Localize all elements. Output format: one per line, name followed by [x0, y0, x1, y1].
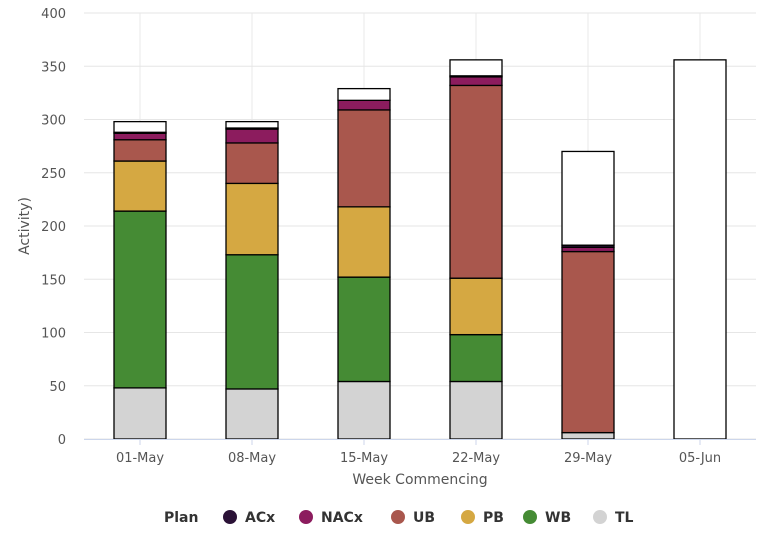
y-tick-label: 150	[41, 273, 66, 288]
y-tick-label: 250	[41, 167, 66, 182]
bar-segment-tl[interactable]	[449, 380, 503, 440]
y-tick-label: 0	[58, 433, 66, 448]
bar-segment-ub[interactable]	[449, 84, 503, 279]
legend-title: Plan	[164, 510, 198, 526]
bar-segment-nacx[interactable]	[225, 128, 279, 144]
bar-segment-pb[interactable]	[337, 206, 391, 278]
legend-item-acx[interactable]: ACx	[223, 510, 275, 526]
bar-segment-tl[interactable]	[225, 388, 279, 440]
legend-item-wb[interactable]: WB	[523, 510, 571, 526]
y-tick-label: 50	[49, 380, 66, 395]
legend-label: NACx	[321, 510, 363, 526]
bars	[113, 59, 727, 440]
y-tick-label: 400	[41, 7, 66, 22]
bar-total-remainder[interactable]	[561, 150, 615, 246]
bar-segment-nacx[interactable]	[337, 99, 391, 111]
x-tick-label: 22-May	[452, 451, 500, 466]
bar-segment-nacx[interactable]	[449, 76, 503, 87]
bar-segment-ub[interactable]	[113, 139, 167, 162]
bar-segment-wb[interactable]	[337, 276, 391, 383]
y-tick-label: 350	[41, 60, 66, 75]
legend-label: TL	[615, 510, 634, 526]
y-tick-label: 300	[41, 114, 66, 129]
legend-marker-wb	[523, 510, 537, 524]
bar-segment-ub[interactable]	[225, 142, 279, 185]
bar-segment-wb[interactable]	[225, 254, 279, 390]
y-tick-label: 100	[41, 327, 66, 342]
x-axis-title: Week Commencing	[352, 472, 487, 488]
legend-label: WB	[545, 510, 571, 526]
legend-label: ACx	[245, 510, 275, 526]
legend: Plan ACx NACx UB PB WB TL	[164, 510, 634, 526]
legend-marker-ub	[391, 510, 405, 524]
grid-lines	[84, 12, 756, 440]
x-tick-label: 29-May	[564, 451, 612, 466]
axes: 0 50 100 150 200 250 300 350 400 01-May 08-May 15-M…	[41, 7, 756, 466]
bar-segment-nacx[interactable]	[113, 132, 167, 141]
bar-segment-wb[interactable]	[113, 210, 167, 389]
bar-segment-pb[interactable]	[225, 182, 279, 256]
legend-marker-acx	[223, 510, 237, 524]
x-tick-label: 01-May	[116, 451, 164, 466]
bar-total-remainder[interactable]	[337, 87, 391, 101]
bar-segment-ub[interactable]	[561, 250, 615, 434]
legend-marker-tl	[593, 510, 607, 524]
legend-label: UB	[413, 510, 435, 526]
x-tick-label: 05-Jun	[679, 451, 721, 466]
bar-segment-tl[interactable]	[561, 431, 615, 440]
bar-segment-wb[interactable]	[449, 333, 503, 383]
bar-total-remainder[interactable]	[113, 120, 167, 133]
bar-segment-pb[interactable]	[113, 160, 167, 212]
bar-segment-tl[interactable]	[337, 380, 391, 440]
legend-item-pb[interactable]: PB	[461, 510, 504, 526]
x-tick-label: 08-May	[228, 451, 276, 466]
x-tick-label: 15-May	[340, 451, 388, 466]
legend-item-ub[interactable]: UB	[391, 510, 435, 526]
bar-segment-tl[interactable]	[113, 387, 167, 440]
bar-total-remainder[interactable]	[225, 120, 279, 129]
bar-total-remainder[interactable]	[449, 59, 503, 77]
legend-marker-pb	[461, 510, 475, 524]
bar-total-remainder[interactable]	[673, 59, 727, 440]
legend-marker-nacx	[299, 510, 313, 524]
bar-segment-ub[interactable]	[337, 109, 391, 208]
y-tick-label: 200	[41, 220, 66, 235]
legend-label: PB	[483, 510, 504, 526]
y-axis-title: Activity)	[17, 197, 33, 255]
legend-item-nacx[interactable]: NACx	[299, 510, 363, 526]
legend-item-tl[interactable]: TL	[593, 510, 634, 526]
bar-segment-pb[interactable]	[449, 277, 503, 336]
